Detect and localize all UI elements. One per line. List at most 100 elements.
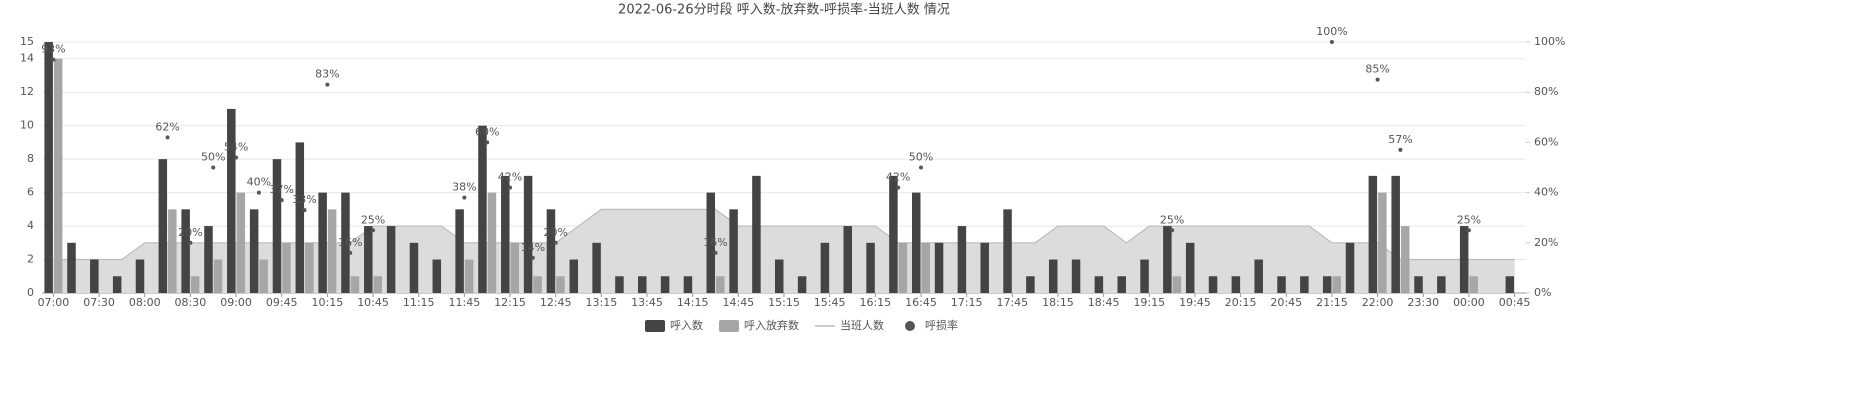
y-tick-label: 14 bbox=[20, 52, 34, 65]
rate-label: 54% bbox=[224, 140, 248, 153]
rate-label: 16% bbox=[338, 236, 362, 249]
legend-swatch bbox=[719, 320, 739, 332]
rate-dot bbox=[462, 195, 467, 200]
x-tick-label: 17:15 bbox=[951, 296, 983, 309]
legend-label: 呼入放弃数 bbox=[744, 318, 799, 332]
rate-label: 57% bbox=[1388, 133, 1412, 146]
bar bbox=[889, 175, 898, 293]
rate-dot bbox=[918, 165, 923, 170]
rate-label: 42% bbox=[886, 171, 910, 184]
bar bbox=[53, 58, 63, 293]
bar bbox=[373, 276, 383, 293]
y-tick-label: 15 bbox=[20, 35, 34, 48]
legend-swatch bbox=[905, 321, 915, 331]
rate-dot bbox=[896, 185, 901, 190]
x-tick-label: 07:30 bbox=[83, 296, 115, 309]
y-tick-label: 12 bbox=[20, 85, 34, 98]
bar bbox=[820, 242, 830, 293]
bar bbox=[1208, 276, 1218, 293]
bar bbox=[487, 192, 497, 293]
bar bbox=[158, 159, 168, 293]
bar bbox=[1026, 276, 1035, 293]
rate-dot bbox=[1170, 228, 1175, 233]
x-tick-label: 10:15 bbox=[312, 296, 344, 309]
bar bbox=[259, 259, 268, 293]
rate-label: 38% bbox=[452, 181, 476, 194]
x-tick-label: 20:45 bbox=[1270, 296, 1302, 309]
x-tick-label: 13:45 bbox=[631, 296, 663, 309]
bar bbox=[638, 276, 647, 293]
bar bbox=[1437, 276, 1446, 293]
bar bbox=[1469, 276, 1478, 293]
rate-label: 83% bbox=[315, 68, 339, 81]
bar bbox=[1322, 276, 1332, 293]
y-tick-label: 4 bbox=[27, 219, 34, 232]
bar bbox=[843, 226, 852, 293]
bar bbox=[660, 276, 670, 293]
y2-tick-label: 20% bbox=[1534, 236, 1558, 249]
bar bbox=[236, 192, 246, 293]
rate-label: 42% bbox=[498, 171, 522, 184]
x-tick-label: 07:00 bbox=[38, 296, 70, 309]
bar bbox=[980, 242, 989, 293]
x-tick-label: 19:45 bbox=[1179, 296, 1211, 309]
rate-label: 16% bbox=[703, 236, 727, 249]
x-tick-label: 00:00 bbox=[1453, 296, 1485, 309]
rate-dot bbox=[51, 57, 56, 62]
rate-label: 25% bbox=[1457, 213, 1481, 226]
y-tick-label: 0 bbox=[27, 286, 34, 299]
y2-tick-label: 40% bbox=[1534, 186, 1558, 199]
bar bbox=[1400, 226, 1410, 293]
bar bbox=[1048, 259, 1058, 293]
rate-dot bbox=[234, 155, 239, 160]
x-tick-label: 13:15 bbox=[586, 296, 618, 309]
rate-label: 20% bbox=[178, 226, 202, 239]
bar bbox=[775, 259, 784, 293]
bar bbox=[305, 242, 314, 293]
rate-label: 37% bbox=[269, 183, 293, 196]
x-tick-label: 23:30 bbox=[1407, 296, 1439, 309]
bar bbox=[1378, 192, 1387, 293]
rate-dot bbox=[256, 190, 261, 195]
y-tick-label: 6 bbox=[27, 186, 34, 199]
bar bbox=[135, 259, 145, 293]
bar bbox=[272, 159, 282, 293]
bar bbox=[432, 259, 442, 293]
rate-dot bbox=[1398, 147, 1403, 152]
rate-dot bbox=[325, 82, 330, 87]
rate-dot bbox=[508, 185, 513, 190]
bar bbox=[556, 276, 565, 293]
x-tick-label: 11:45 bbox=[449, 296, 481, 309]
x-tick-label: 10:45 bbox=[357, 296, 389, 309]
x-tick-label: 19:15 bbox=[1133, 296, 1165, 309]
rate-dot bbox=[1329, 40, 1334, 44]
x-tick-label: 14:15 bbox=[677, 296, 709, 309]
rate-label: 60% bbox=[475, 125, 499, 138]
x-tick-label: 15:15 bbox=[768, 296, 800, 309]
bar bbox=[350, 276, 360, 293]
bar bbox=[1345, 242, 1355, 293]
bar bbox=[921, 242, 930, 293]
bar bbox=[1300, 276, 1309, 293]
rate-dot bbox=[1466, 228, 1471, 233]
bar bbox=[409, 242, 419, 293]
bar bbox=[204, 226, 213, 293]
y-tick-label: 8 bbox=[27, 152, 34, 165]
bar bbox=[327, 209, 337, 293]
rate-dot bbox=[371, 228, 376, 233]
x-tick-label: 20:15 bbox=[1225, 296, 1257, 309]
bar bbox=[478, 125, 487, 294]
x-tick-label: 12:45 bbox=[540, 296, 572, 309]
bar bbox=[1368, 175, 1378, 293]
bar bbox=[1459, 226, 1469, 293]
rate-label: 50% bbox=[201, 151, 225, 164]
y2-tick-label: 0% bbox=[1534, 286, 1551, 299]
x-tick-label: 18:15 bbox=[1042, 296, 1074, 309]
bar bbox=[1414, 276, 1423, 293]
x-tick-label: 08:30 bbox=[175, 296, 207, 309]
rate-dot bbox=[211, 165, 216, 170]
bar bbox=[546, 209, 556, 293]
rate-dot bbox=[279, 198, 284, 203]
y2-tick-label: 100% bbox=[1534, 35, 1565, 48]
